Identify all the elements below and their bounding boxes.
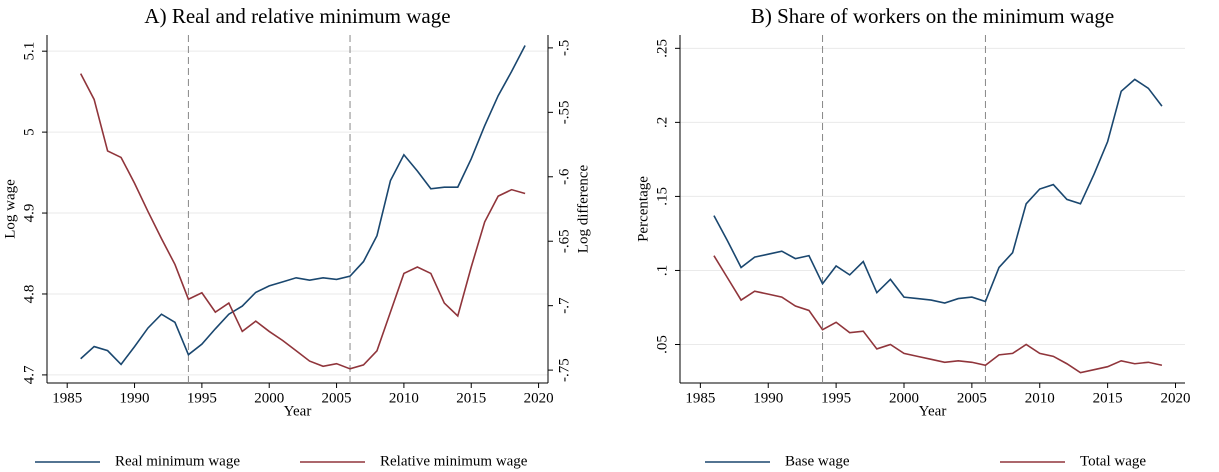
y2-tick-label: -.55 (556, 100, 572, 124)
y2-tick-label: -.6 (556, 168, 572, 185)
series-line (80, 45, 526, 366)
y-tick-label: 5 (21, 128, 37, 136)
chart-title: A) Real and relative minimum wage (144, 4, 450, 28)
x-tick-label: 2005 (322, 390, 352, 406)
legend-label: Real minimum wage (115, 453, 240, 469)
series-line (713, 255, 1163, 374)
y-tick-label: .1 (654, 265, 670, 276)
y-tick-label: .05 (654, 335, 670, 354)
x-tick-label: 2015 (456, 390, 486, 406)
legend-label: Total wage (1080, 453, 1146, 469)
y2-tick-label: -.5 (556, 40, 572, 56)
x-tick-label: 2000 (254, 390, 284, 406)
series-line (713, 78, 1163, 304)
y2-axis-label: Log difference (575, 164, 591, 253)
x-tick-label: 1990 (753, 390, 783, 406)
y-axis-label: Percentage (635, 176, 651, 242)
chart-title: B) Share of workers on the minimum wage (751, 4, 1114, 28)
y2-tick-label: -.7 (556, 297, 572, 314)
y-tick-label: .15 (654, 187, 670, 206)
x-tick-label: 2000 (889, 390, 919, 406)
y-axis-label: Log wage (2, 179, 18, 239)
x-tick-label: 1990 (120, 390, 150, 406)
x-tick-label: 2005 (957, 390, 987, 406)
legend-label: Relative minimum wage (380, 453, 528, 469)
x-tick-label: 1985 (52, 390, 82, 406)
x-axis-label: Year (919, 403, 947, 419)
y-tick-label: 4.8 (21, 285, 37, 304)
y-tick-label: .25 (654, 39, 670, 58)
series-line (79, 73, 526, 370)
y-tick-label: 4.9 (21, 204, 37, 223)
x-tick-label: 2020 (1160, 390, 1190, 406)
x-tick-label: 1995 (187, 390, 217, 406)
x-tick-label: 1985 (685, 390, 715, 406)
y-tick-label: 5.1 (21, 42, 37, 61)
legend-label: Base wage (785, 453, 850, 469)
y2-tick-label: -.65 (556, 229, 572, 253)
x-tick-label: 2010 (1025, 390, 1055, 406)
y2-tick-label: -.75 (556, 358, 572, 382)
x-axis-label: Year (284, 403, 312, 419)
y-tick-label: 4.7 (21, 365, 37, 384)
y-tick-label: .2 (654, 117, 670, 128)
x-tick-label: 2015 (1093, 390, 1123, 406)
x-tick-label: 2010 (389, 390, 419, 406)
x-tick-label: 2020 (524, 390, 554, 406)
x-tick-label: 1995 (821, 390, 851, 406)
